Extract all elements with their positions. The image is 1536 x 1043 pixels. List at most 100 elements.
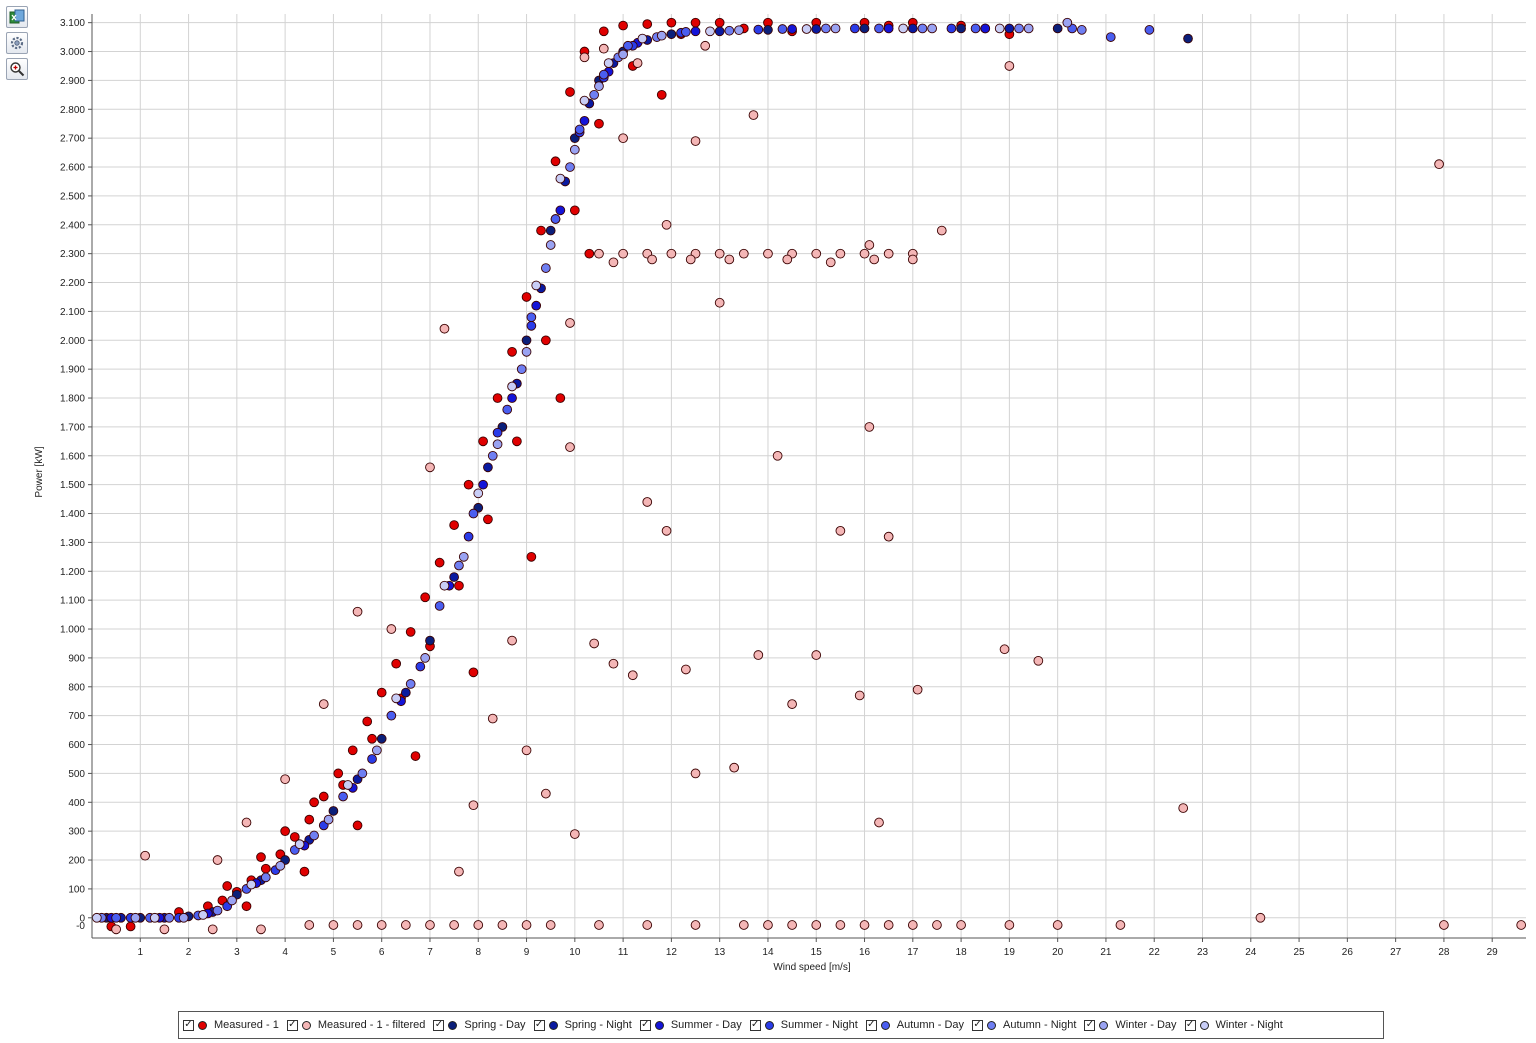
data-point	[550, 156, 561, 167]
data-point	[425, 635, 435, 646]
data-point	[748, 110, 759, 120]
legend-item-2[interactable]: ✓ Spring - Day	[433, 1019, 526, 1031]
y-tick-label: 0	[79, 913, 85, 924]
data-point	[526, 321, 537, 331]
legend-item-7[interactable]: ✓ Autumn - Night	[972, 1019, 1076, 1031]
data-point	[280, 774, 290, 785]
legend-checkbox[interactable]: ✓	[183, 1019, 194, 1031]
data-point	[521, 335, 532, 346]
data-point	[463, 531, 474, 542]
y-tick-label: 1.300	[60, 538, 85, 549]
legend-item-3[interactable]: ✓ Spring - Night	[533, 1019, 632, 1031]
legend-checkbox[interactable]: ✓	[286, 1019, 298, 1031]
data-point	[811, 650, 822, 660]
legend-checkbox[interactable]: ✓	[1084, 1019, 1096, 1031]
data-point	[1183, 33, 1193, 44]
data-point	[565, 162, 575, 172]
data-point	[260, 872, 271, 883]
data-point	[681, 27, 691, 37]
y-tick-label: 1.900	[60, 365, 85, 376]
x-tick-label: 26	[1342, 947, 1354, 958]
data-point	[212, 905, 223, 916]
legend-item-1[interactable]: ✓ Measured - 1 - filtered	[286, 1019, 425, 1031]
legend-checkbox[interactable]: ✓	[639, 1019, 651, 1031]
legend-item-9[interactable]: ✓ Winter - Night	[1184, 1019, 1283, 1031]
data-point	[772, 450, 783, 461]
legend-marker-icon	[198, 1020, 207, 1030]
legend-checkbox[interactable]: ✓	[533, 1019, 545, 1031]
export-excel-button[interactable]	[6, 6, 28, 28]
data-point	[1052, 23, 1063, 34]
legend-item-0[interactable]: ✓ Measured - 1	[183, 1019, 279, 1031]
legend-item-5[interactable]: ✓ Summer - Night	[749, 1019, 858, 1031]
data-point	[642, 19, 653, 29]
legend-item-6[interactable]: ✓ Autumn - Day	[865, 1019, 964, 1031]
data-point	[569, 205, 580, 216]
data-point	[763, 920, 773, 930]
chart-legend: ✓ Measured - 1 ✓ Measured - 1 - filtered ✓ Sp…	[178, 1011, 1384, 1039]
data-point	[304, 920, 315, 930]
legend-checkbox[interactable]: ✓	[1184, 1019, 1196, 1031]
data-point	[521, 745, 532, 756]
y-tick-label: 1.500	[60, 480, 85, 491]
settings-button[interactable]	[6, 32, 28, 54]
data-point	[545, 240, 556, 250]
data-point	[835, 526, 846, 536]
data-point	[391, 693, 402, 704]
data-point	[859, 920, 870, 930]
data-point	[724, 254, 735, 265]
series-1-points	[111, 40, 1527, 935]
y-tick-label: 1.700	[60, 422, 85, 433]
data-point	[111, 924, 121, 935]
zoom-button[interactable]	[6, 58, 28, 80]
data-point	[507, 393, 517, 403]
y-tick-label: 100	[68, 884, 85, 895]
data-point	[545, 225, 556, 236]
legend-marker-icon	[654, 1020, 664, 1030]
data-point	[376, 920, 387, 930]
y-tick-label: 800	[68, 682, 85, 693]
x-tick-label: 15	[811, 947, 823, 958]
data-point	[343, 780, 353, 790]
y-tick-label: 1.100	[60, 596, 85, 607]
legend-item-8[interactable]: ✓ Winter - Day	[1084, 1019, 1177, 1031]
x-tick-label: 25	[1294, 947, 1306, 958]
data-point	[473, 920, 484, 930]
legend-checkbox[interactable]: ✓	[865, 1019, 877, 1031]
data-point	[883, 248, 894, 259]
legend-checkbox[interactable]: ✓	[433, 1019, 445, 1031]
data-point	[690, 26, 701, 37]
data-point	[883, 23, 894, 34]
data-point	[362, 716, 373, 727]
data-point	[1023, 23, 1034, 34]
x-tick-label: 19	[1004, 947, 1016, 958]
data-point	[936, 225, 947, 236]
data-point	[125, 921, 136, 932]
x-tick-label: 14	[762, 947, 774, 958]
legend-checkbox[interactable]: ✓	[749, 1019, 761, 1031]
data-point	[579, 115, 590, 126]
x-tick-label: 4	[282, 947, 288, 958]
x-tick-label: 20	[1052, 947, 1064, 958]
data-point	[111, 912, 121, 923]
data-point	[603, 58, 614, 68]
data-point	[483, 462, 493, 473]
data-point	[198, 910, 208, 920]
data-point	[439, 323, 450, 334]
legend-checkbox[interactable]: ✓	[972, 1019, 984, 1031]
x-tick-label: 1	[138, 947, 144, 958]
data-point	[164, 912, 175, 923]
data-point	[714, 297, 725, 308]
legend-item-4[interactable]: ✓ Summer - Day	[639, 1019, 742, 1031]
legend-marker-icon	[987, 1020, 997, 1030]
data-point	[1115, 920, 1126, 930]
x-tick-label: 2	[186, 947, 192, 958]
data-point	[425, 462, 435, 473]
data-point	[932, 920, 942, 930]
data-point	[541, 263, 551, 273]
data-point	[729, 762, 740, 773]
data-point	[661, 526, 672, 536]
data-point	[1004, 61, 1015, 71]
legend-label: Summer - Night	[780, 1019, 858, 1031]
data-point	[579, 52, 590, 63]
